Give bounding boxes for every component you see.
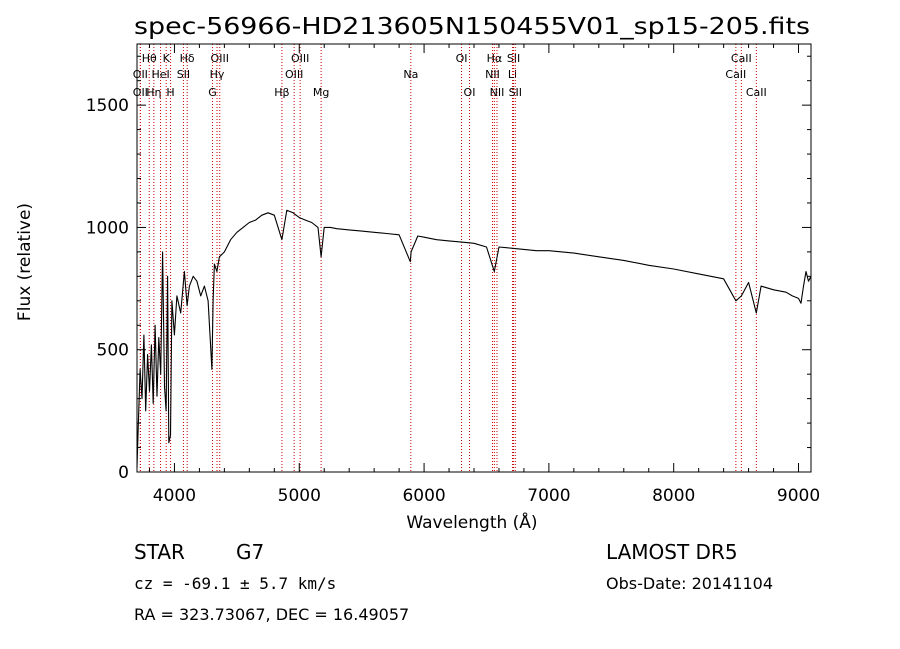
line-marker-label-9: OIII	[211, 52, 229, 65]
line-marker-label-0: Hθ	[142, 52, 157, 65]
x-tick-label: 5000	[278, 486, 321, 506]
x-tick-label: 9000	[777, 486, 820, 506]
line-marker-label-7: Hδ	[180, 52, 195, 65]
line-marker-label-3: Hη	[146, 86, 161, 99]
object-class: STAR	[134, 540, 185, 564]
line-marker-label-17: OI	[456, 52, 468, 65]
y-axis-ticks: 0 500 1000 1500	[86, 55, 811, 483]
line-marker-label-5: K	[163, 52, 171, 65]
line-marker-label-22: SII	[507, 52, 520, 65]
line-marker-label-13: OIII	[291, 52, 309, 65]
subclass: G7	[236, 540, 264, 564]
x-axis-label: Wavelength (Å)	[406, 511, 537, 533]
line-marker-label-19: Hα	[487, 52, 503, 65]
chart-title: spec-56966-HD213605N150455V01_sp15-205.f…	[134, 14, 810, 40]
x-axis-ticks: 4000 5000 6000 7000 8000 9000	[148, 44, 820, 506]
line-marker-label-25: CaII	[731, 52, 752, 65]
plot-frame	[136, 43, 812, 473]
line-marker-label-21: NII	[490, 86, 505, 99]
line-marker-label-14: OIII	[285, 68, 303, 81]
line-marker-label-26: CaII	[725, 68, 746, 81]
line-marker-label-12: Hβ	[274, 86, 289, 99]
line-marker-label-16: Na	[403, 68, 418, 81]
line-marker-label-8: SII	[177, 68, 190, 81]
line-marker-label-6: H	[166, 86, 174, 99]
y-tick-label: 1000	[86, 218, 129, 238]
line-marker-label-20: NII	[485, 68, 500, 81]
line-marker-label-15: Mg	[313, 86, 329, 99]
line-marker-label-23: Li	[508, 68, 517, 81]
redshift-velocity: cz = -69.1 ± 5.7 km/s	[134, 574, 336, 593]
line-marker-label-10: Hγ	[210, 68, 225, 81]
line-marker-label-24: SII	[509, 86, 522, 99]
line-marker-label-18: OI	[464, 86, 476, 99]
x-tick-label: 8000	[652, 486, 695, 506]
survey-label: LAMOST DR5	[606, 540, 738, 564]
line-marker-label-4: HeI	[151, 68, 169, 81]
y-tick-label: 500	[97, 341, 129, 361]
y-axis-label: Flux (relative)	[15, 203, 35, 321]
x-tick-label: 4000	[153, 486, 196, 506]
y-tick-label: 1500	[86, 96, 129, 116]
x-tick-label: 7000	[527, 486, 570, 506]
x-tick-label: 6000	[402, 486, 445, 506]
observation-date: Obs-Date: 20141104	[606, 574, 773, 593]
coordinates: RA = 323.73067, DEC = 16.49057	[134, 605, 409, 624]
line-marker-label-11: G	[208, 86, 217, 99]
line-marker-label-27: CaII	[746, 86, 767, 99]
y-tick-label: 0	[118, 463, 129, 483]
spectrum-line	[136, 209, 812, 468]
